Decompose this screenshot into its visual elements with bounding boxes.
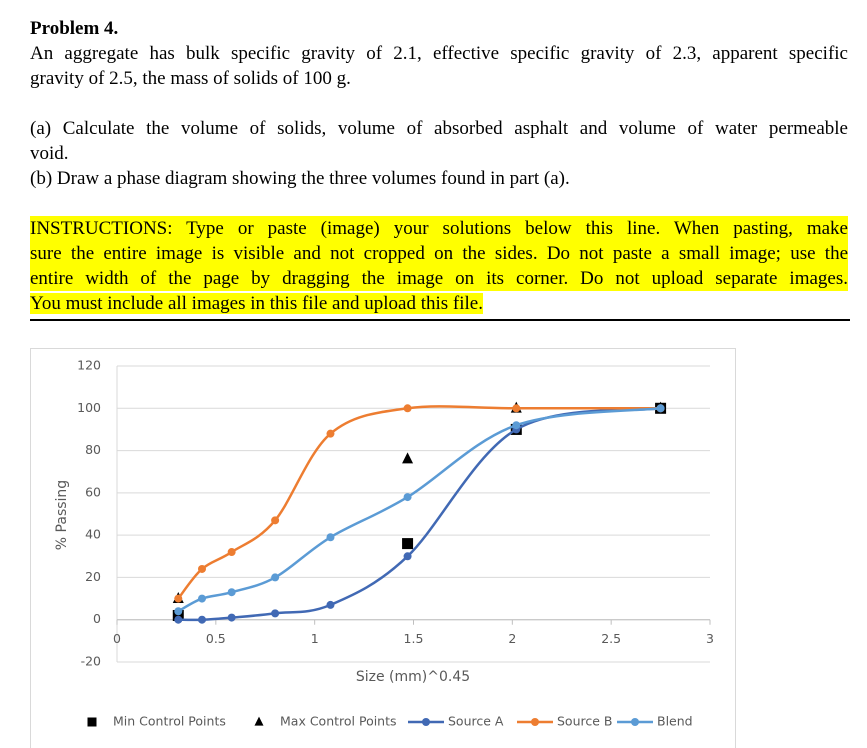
y-tick-label: -20 — [81, 654, 101, 669]
x-tick-label: 3 — [706, 631, 714, 646]
marker — [512, 404, 521, 413]
marker — [326, 600, 335, 609]
part-a-line: void. — [30, 143, 69, 164]
y-tick-label: 40 — [85, 527, 101, 542]
y-tick-label: 20 — [85, 569, 101, 584]
legend-marker — [631, 718, 639, 726]
marker — [326, 533, 335, 542]
legend-marker — [87, 717, 97, 727]
y-tick-label: 120 — [77, 358, 101, 373]
instructions-line: INSTRUCTIONS: Type or paste (image) your… — [30, 216, 848, 241]
legend-label: Min Control Points — [113, 714, 226, 729]
instructions-text: : Type or paste (image) your solutions b… — [167, 218, 848, 239]
legend-marker — [254, 716, 264, 726]
marker — [174, 607, 183, 616]
marker — [271, 609, 280, 618]
marker — [174, 594, 183, 603]
marker — [174, 615, 183, 624]
statement-line: An aggregate has bulk specific gravity o… — [30, 43, 848, 64]
marker — [403, 404, 412, 413]
x-tick-label: 1 — [311, 631, 319, 646]
x-tick-label: 2 — [508, 631, 516, 646]
marker — [172, 609, 184, 621]
marker — [197, 594, 206, 603]
legend-label: Source B — [557, 714, 612, 729]
marker — [271, 516, 280, 525]
marker — [402, 538, 414, 550]
instructions-line: entire width of the page by dragging the… — [30, 266, 848, 291]
legend-label: Source A — [448, 714, 504, 729]
part-a-line: (a) Calculate the volume of solids, volu… — [30, 118, 848, 139]
legend-label: Max Control Points — [280, 714, 397, 729]
legend-marker — [531, 718, 539, 726]
separator — [30, 319, 850, 321]
statement-line: gravity of 2.5, the mass of solids of 10… — [30, 68, 351, 89]
x-tick-label: 1.5 — [404, 631, 424, 646]
x-axis-title: Size (mm)^0.45 — [356, 669, 470, 685]
legend-label: Blend — [657, 714, 693, 729]
y-tick-label: 0 — [93, 611, 101, 626]
part-b: (b) Draw a phase diagram showing the thr… — [30, 168, 570, 189]
y-tick-label: 100 — [77, 400, 101, 415]
marker — [512, 421, 521, 430]
instructions-line-wrap: You must include all images in this file… — [30, 291, 848, 316]
x-tick-label: 2.5 — [601, 631, 621, 646]
instructions-line: You must include all images in this file… — [30, 293, 483, 314]
marker — [197, 615, 206, 624]
marker — [403, 552, 412, 561]
marker — [197, 564, 206, 573]
marker — [227, 548, 236, 557]
instructions-label: INSTRUCTIONS — [30, 218, 168, 239]
y-axis-title: % Passing — [54, 480, 70, 550]
marker — [403, 493, 412, 502]
chart-frame — [30, 348, 736, 748]
marker — [227, 613, 236, 622]
marker — [271, 573, 280, 582]
x-tick-label: 0.5 — [206, 631, 226, 646]
y-tick-label: 60 — [85, 484, 101, 499]
y-tick-label: 80 — [85, 442, 101, 457]
marker — [402, 452, 414, 464]
marker — [656, 404, 665, 413]
marker — [326, 429, 335, 438]
document: Problem 4. An aggregate has bulk specifi… — [30, 16, 848, 316]
x-tick-label: 0 — [113, 631, 121, 646]
problem-title: Problem 4. — [30, 18, 119, 39]
legend-marker — [422, 718, 430, 726]
instructions-line: sure the entire image is visible and not… — [30, 241, 848, 266]
marker — [227, 588, 236, 597]
